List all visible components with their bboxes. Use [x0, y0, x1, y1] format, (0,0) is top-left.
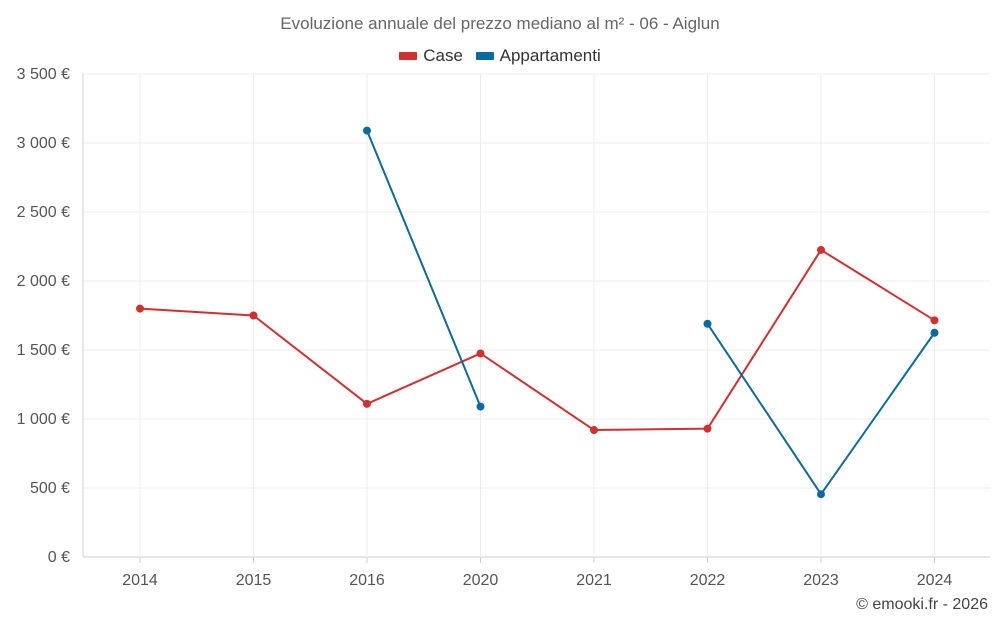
series-layer [136, 126, 939, 499]
y-tick-label: 2 000 € [17, 273, 70, 290]
axis-layer: 0 € 500 € 1 000 € 1 500 € 2 000 € 2 500 € 3 00… [17, 66, 953, 589]
legend: Case Appartamenti [0, 45, 1000, 66]
data-point-case [363, 399, 371, 408]
data-point-appartamenti [476, 402, 485, 411]
y-tick-label: 1 500 € [17, 342, 70, 359]
series-line-appartamenti [366, 130, 482, 407]
data-point-appartamenti [817, 490, 825, 499]
x-tick-label: 2023 [803, 572, 839, 589]
legend-item-case[interactable]: Case [399, 46, 463, 66]
y-tick-label: 1 000 € [17, 411, 70, 428]
data-point-case [590, 426, 598, 435]
x-tick-label: 2022 [690, 572, 726, 589]
credit-text: © emooki.fr - 2026 [856, 596, 988, 613]
data-point-case [249, 311, 258, 320]
legend-swatch-appartamenti [475, 52, 494, 60]
chart-title: Evoluzione annuale del prezzo mediano al… [280, 14, 720, 33]
y-tick-label: 3 500 € [17, 66, 70, 83]
data-point-case [930, 316, 939, 325]
legend-label-case: Case [423, 46, 463, 65]
x-tick-label: 2016 [349, 572, 385, 589]
data-point-case [476, 349, 485, 358]
data-point-case [817, 245, 825, 254]
y-tick-label: 2 500 € [17, 204, 70, 221]
y-tick-label: 3 000 € [17, 135, 70, 152]
x-tick-label: 2020 [463, 572, 499, 589]
legend-label-appartamenti: Appartamenti [499, 46, 601, 65]
y-tick-label: 500 € [30, 480, 70, 497]
x-tick-label: 2014 [122, 572, 158, 589]
legend-swatch-case [399, 52, 418, 60]
x-tick-label: 2024 [917, 572, 953, 589]
grid-layer [83, 73, 990, 558]
data-point-case [703, 424, 712, 433]
series-line-case [139, 248, 936, 432]
x-tick-label: 2021 [576, 572, 612, 589]
x-tick-label: 2015 [236, 572, 272, 589]
data-point-appartamenti [363, 126, 371, 135]
data-point-appartamenti [703, 319, 712, 328]
data-point-case [136, 304, 144, 313]
y-tick-label: 0 € [48, 549, 70, 566]
data-point-appartamenti [930, 328, 939, 337]
legend-item-appartamenti[interactable]: Appartamenti [475, 46, 601, 66]
